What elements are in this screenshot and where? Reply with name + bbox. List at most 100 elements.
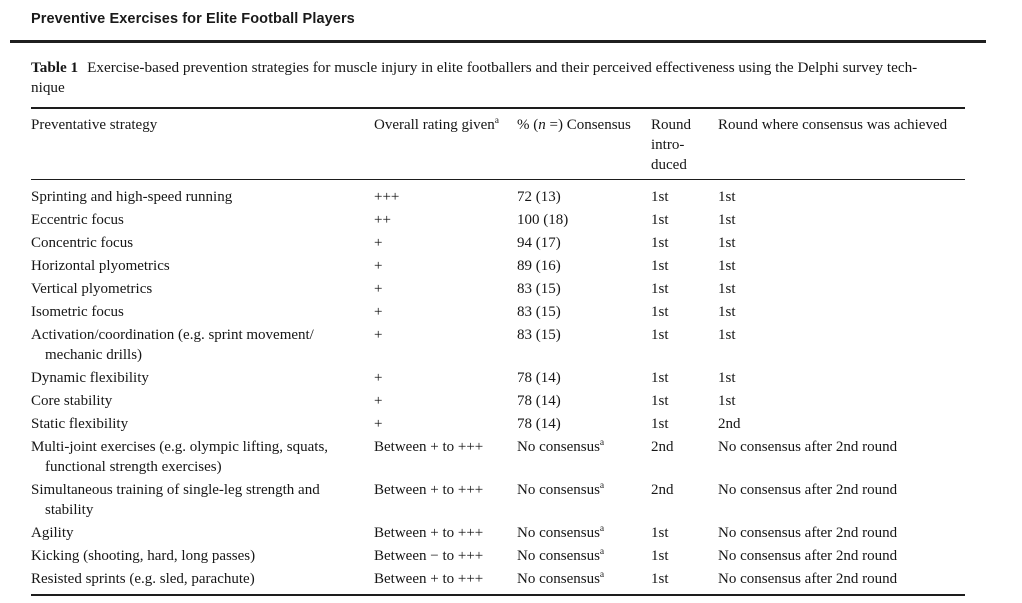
round-introduced-cell: 1st [651,212,669,228]
round-achieved-cell: No consensus after 2nd round [718,439,898,455]
rating-cell: Between + to +++ [374,439,484,455]
round-achieved-cell: No consensus after 2nd round [718,482,898,498]
strategy-cell: Activation/coordination (e.g. sprint mov… [31,324,374,367]
round-achieved-cell: 1st [718,327,736,343]
table-row: Vertical plyometrics + 83 (15) 1st 1st [31,278,965,301]
footnote-marker: a [599,438,605,448]
strategy-text: Activation/coordination (e.g. sprint mov… [31,327,314,343]
strategy-cell: Vertical plyometrics [31,278,374,301]
table-header-row: Preventative strategy Overall rating giv… [31,108,965,180]
table-row: Resisted sprints (e.g. sled, parachute) … [31,568,965,596]
table-caption-label: Table 1 [31,59,79,76]
strategy-text: Agility [31,525,74,541]
strategy-cell: Horizontal plyometrics [31,255,374,278]
round-introduced-cell: 1st [651,258,669,274]
strategy-text: Static flexibility [31,416,129,432]
table-row: Concentric focus + 94 (17) 1st 1st [31,232,965,255]
table-row: Static flexibility + 78 (14) 1st 2nd [31,413,965,436]
consensus-cell: 94 (17) [517,232,651,255]
footnote-marker: a [494,116,500,126]
consensus-cell: 83 (15) [517,301,651,324]
round-achieved-cell: 1st [718,189,736,205]
round-achieved-cell: No consensus after 2nd round [718,571,898,587]
table-row: Horizontal plyometrics + 89 (16) 1st 1st [31,255,965,278]
col-header-round-achieved: Round where consensus was achieved [718,108,965,180]
round-introduced-cell: 1st [651,281,669,297]
consensus-cell: No consensusa [517,545,651,568]
table-caption-text: Exercise-based prevention strategies for… [31,59,918,96]
running-head: Preventive Exercises for Elite Football … [31,11,355,27]
round-achieved-cell: 1st [718,393,736,409]
strategy-text: Isometric focus [31,304,124,320]
consensus-cell: 100 (18) [517,209,651,232]
consensus-cell: 72 (13) [517,180,651,209]
consensus-value: 78 (14) [517,370,561,386]
col-header-overall-rating: Overall rating givena [374,108,517,180]
consensus-cell: 83 (15) [517,278,651,301]
round-achieved-cell: 1st [718,370,736,386]
table-row: Agility Between + to +++ No consensusa 1… [31,522,965,545]
round-introduced-cell: 1st [651,548,669,564]
rating-cell: Between + to +++ [374,571,484,587]
strategy-cell: Eccentric focus [31,209,374,232]
rating-cell: + [374,370,383,386]
round-introduced-cell: 1st [651,235,669,251]
footnote-marker: a [599,547,605,557]
consensus-cell: No consensusa [517,436,651,479]
strategy-text: Eccentric focus [31,212,124,228]
round-introduced-cell: 1st [651,370,669,386]
table-header: Preventative strategy Overall rating giv… [31,108,965,180]
footnote-marker: a [599,481,605,491]
strategy-text: Horizontal plyometrics [31,258,170,274]
consensus-value: No consensus [517,439,600,455]
rating-cell: Between + to +++ [374,525,484,541]
strategy-cell: Concentric focus [31,232,374,255]
rating-cell: Between − to +++ [374,548,484,564]
round-achieved-cell: 1st [718,235,736,251]
round-introduced-cell: 1st [651,393,669,409]
round-introduced-cell: 2nd [651,482,674,498]
col-header-overall-rating-text: Overall rating given [374,117,495,133]
col-header-consensus-prefix: % ( [517,117,539,133]
consensus-value: No consensus [517,525,600,541]
footnote-marker: a [599,570,605,580]
consensus-cell: No consensusa [517,479,651,522]
consensus-cell: 78 (14) [517,413,651,436]
round-achieved-cell: 1st [718,304,736,320]
footnote-marker: a [599,524,605,534]
table-row: Activation/coordination (e.g. sprint mov… [31,324,965,367]
round-introduced-cell: 2nd [651,439,674,455]
rating-cell: Between + to +++ [374,482,484,498]
strategy-cell: Sprinting and high-speed running [31,180,374,209]
strategy-cell: Isometric focus [31,301,374,324]
round-introduced-cell: 1st [651,327,669,343]
strategy-text-continued: mechanic drills) [45,347,143,363]
consensus-value: 78 (14) [517,416,561,432]
strategy-cell: Resisted sprints (e.g. sled, parachute) [31,568,374,596]
round-introduced-cell: 1st [651,189,669,205]
rating-cell: + [374,281,383,297]
round-introduced-cell: 1st [651,416,669,432]
consensus-value: 100 (18) [517,212,569,228]
table-caption: Table 1 Exercise-based prevention strateg… [31,58,965,98]
strategy-text: Simultaneous training of single-leg stre… [31,482,320,498]
round-achieved-cell: 1st [718,258,736,274]
table-row: Eccentric focus ++ 100 (18) 1st 1st [31,209,965,232]
consensus-value: No consensus [517,548,600,564]
table-row: Isometric focus + 83 (15) 1st 1st [31,301,965,324]
strategy-text: Vertical plyometrics [31,281,153,297]
consensus-cell: 89 (16) [517,255,651,278]
table-row: Core stability + 78 (14) 1st 1st [31,390,965,413]
strategy-text: Sprinting and high-speed running [31,189,233,205]
consensus-cell: No consensusa [517,522,651,545]
strategy-text-continued: functional strength exercises) [45,459,222,475]
strategy-text: Concentric focus [31,235,134,251]
consensus-value: 83 (15) [517,304,561,320]
round-achieved-cell: 1st [718,212,736,228]
consensus-value: 89 (16) [517,258,561,274]
rating-cell: + [374,304,383,320]
col-header-round-introduced: Round intro- duced [651,108,718,180]
table-body: Sprinting and high-speed running + + + 72 … [31,180,965,596]
rating-cell: + [374,258,383,274]
strategy-cell: Static flexibility [31,413,374,436]
